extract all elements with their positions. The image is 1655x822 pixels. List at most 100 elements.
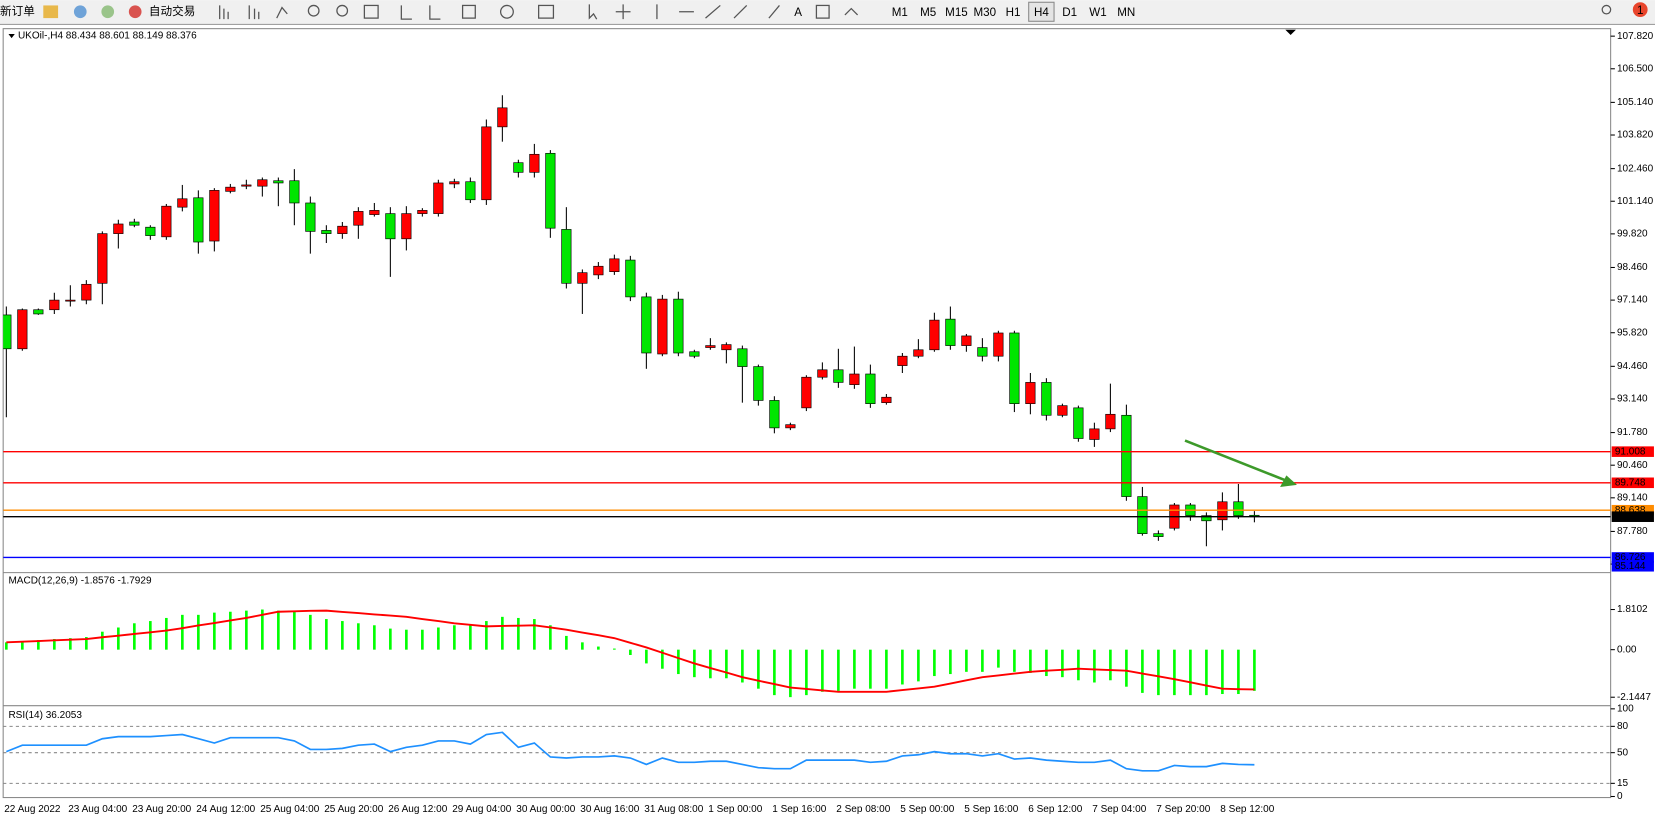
candle-body bbox=[817, 369, 828, 378]
y-tick-label: 89.140 bbox=[1617, 492, 1648, 503]
candle-body bbox=[1105, 413, 1116, 430]
y-tick-label: 91.780 bbox=[1617, 427, 1648, 438]
price-label: 89.748 bbox=[1615, 477, 1646, 488]
icon[interactable] bbox=[844, 7, 859, 16]
rsi-line bbox=[6, 731, 1255, 772]
period-button[interactable]: M15 bbox=[945, 6, 968, 19]
candle-body bbox=[193, 197, 204, 243]
x-tick-label: 5 Sep 16:00 bbox=[964, 804, 1018, 815]
candle-body bbox=[81, 283, 92, 301]
y-tick-label: 50 bbox=[1617, 747, 1629, 758]
candle-body bbox=[1137, 496, 1148, 534]
y-tick-label: 98.460 bbox=[1617, 262, 1648, 273]
icon[interactable] bbox=[73, 5, 87, 19]
period-button[interactable]: M1 bbox=[892, 6, 908, 19]
period-button[interactable]: M5 bbox=[920, 6, 936, 19]
icon[interactable] bbox=[43, 5, 59, 19]
x-tick-label: 6 Sep 12:00 bbox=[1028, 804, 1082, 815]
x-tick-label: 25 Aug 04:00 bbox=[260, 804, 319, 815]
price-label: 88.376 bbox=[1615, 511, 1646, 522]
icon[interactable] bbox=[615, 4, 631, 20]
y-tick-label: 99.820 bbox=[1617, 229, 1648, 240]
candle-body bbox=[1025, 382, 1036, 404]
y-tick-label: 100 bbox=[1617, 703, 1634, 714]
candle-body bbox=[1121, 414, 1132, 497]
y-tick-label: 87.780 bbox=[1617, 526, 1648, 537]
candle-body bbox=[657, 298, 668, 355]
candle-body bbox=[913, 349, 924, 357]
icon[interactable] bbox=[248, 5, 260, 20]
x-tick-label: 24 Aug 12:00 bbox=[196, 804, 255, 815]
chart-title: UKOil-,H4 88.434 88.601 88.149 88.376 bbox=[18, 31, 197, 42]
y-tick-label: 95.820 bbox=[1617, 327, 1648, 338]
candle-body bbox=[1089, 428, 1100, 440]
candle-body bbox=[801, 376, 812, 409]
candle-body bbox=[833, 369, 844, 383]
price-label-box bbox=[1611, 504, 1654, 516]
candle-body bbox=[689, 351, 700, 357]
candle-body bbox=[945, 318, 956, 346]
toolbar-bg bbox=[0, 0, 1655, 25]
y-tick-label: 102.460 bbox=[1617, 163, 1654, 174]
x-tick-label: 1 Sep 16:00 bbox=[772, 804, 826, 815]
icon[interactable] bbox=[461, 4, 476, 19]
icon[interactable] bbox=[400, 5, 441, 20]
period-button[interactable]: M30 bbox=[973, 6, 996, 19]
icon[interactable] bbox=[656, 4, 780, 20]
candle-body bbox=[481, 126, 492, 201]
x-tick-label: 23 Aug 04:00 bbox=[68, 804, 127, 815]
menu-marker bbox=[8, 33, 15, 39]
candle-body bbox=[465, 181, 476, 201]
icon[interactable] bbox=[101, 5, 115, 19]
y-tick-label: 103.820 bbox=[1617, 130, 1654, 141]
icon[interactable] bbox=[538, 4, 555, 19]
text-tool-icon[interactable]: A bbox=[794, 6, 802, 19]
candle-body bbox=[961, 335, 972, 346]
x-tick-label: 30 Aug 00:00 bbox=[516, 804, 575, 815]
period-button[interactable]: MN bbox=[1117, 6, 1135, 19]
candle-body bbox=[225, 186, 236, 192]
icon[interactable] bbox=[307, 4, 320, 17]
candle-body bbox=[369, 210, 380, 215]
price-label: 91.008 bbox=[1615, 446, 1646, 457]
period-button[interactable]: D1 bbox=[1062, 6, 1077, 19]
icon[interactable] bbox=[128, 5, 142, 19]
icon[interactable] bbox=[588, 4, 598, 20]
icon[interactable] bbox=[363, 4, 379, 19]
icon[interactable] bbox=[219, 5, 229, 20]
candle-body bbox=[577, 272, 588, 284]
icon[interactable] bbox=[1601, 4, 1612, 15]
icon[interactable] bbox=[336, 4, 349, 17]
candle-body bbox=[97, 233, 108, 284]
period-button[interactable]: H4 bbox=[1034, 6, 1049, 19]
candle-body bbox=[113, 223, 124, 234]
y-tick-label: 80 bbox=[1617, 721, 1629, 732]
chart-layer: UKOil-,H4 88.434 88.601 88.149 88.376 107… bbox=[3, 31, 1654, 815]
x-tick-label: 7 Sep 04:00 bbox=[1092, 804, 1146, 815]
trend-arrow[interactable] bbox=[1184, 439, 1297, 488]
candle-body bbox=[497, 107, 508, 128]
candle-body bbox=[529, 153, 540, 173]
toolbar-button[interactable]: 新订单 bbox=[0, 4, 35, 18]
icon[interactable] bbox=[276, 6, 288, 19]
icon[interactable] bbox=[815, 4, 830, 19]
x-tick-label: 23 Aug 20:00 bbox=[132, 804, 191, 815]
notification-badge[interactable] bbox=[1632, 2, 1648, 18]
price-label-box bbox=[1611, 552, 1654, 563]
icon[interactable] bbox=[499, 4, 514, 19]
signal-line bbox=[6, 609, 1255, 693]
candle-body bbox=[433, 182, 444, 214]
candle-body bbox=[705, 345, 716, 348]
arrow-head bbox=[1280, 475, 1297, 488]
price-label-box bbox=[1611, 446, 1654, 457]
candle-body bbox=[129, 221, 140, 226]
y-tick-label: 94.460 bbox=[1617, 361, 1648, 372]
period-button[interactable]: W1 bbox=[1089, 6, 1106, 19]
toolbar-button[interactable]: 自动交易 bbox=[149, 4, 195, 18]
price-label: 85.144 bbox=[1615, 561, 1646, 572]
period-button[interactable]: H1 bbox=[1006, 6, 1021, 19]
candle-body bbox=[769, 400, 780, 429]
x-tick-label: 8 Sep 12:00 bbox=[1220, 804, 1274, 815]
